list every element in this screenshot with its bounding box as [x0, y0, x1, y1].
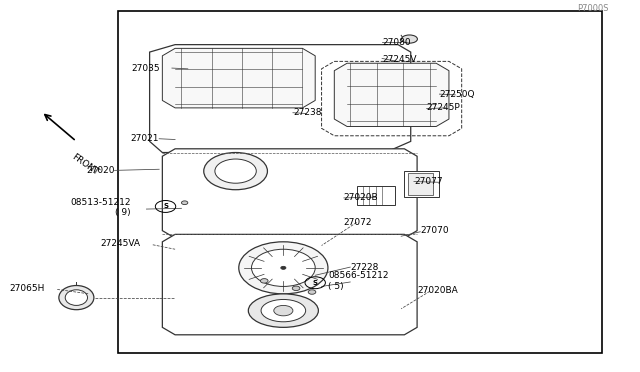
Text: 27250Q: 27250Q	[440, 90, 475, 99]
Polygon shape	[334, 63, 449, 126]
Ellipse shape	[260, 279, 268, 283]
Text: FRONT: FRONT	[70, 153, 100, 177]
Text: 27070: 27070	[420, 226, 449, 235]
Text: 27035: 27035	[132, 64, 161, 73]
Ellipse shape	[401, 35, 417, 43]
Ellipse shape	[59, 286, 94, 310]
Ellipse shape	[215, 159, 256, 183]
Ellipse shape	[308, 290, 316, 294]
Text: 27072: 27072	[344, 218, 372, 227]
Ellipse shape	[204, 153, 268, 190]
Text: 27077: 27077	[414, 177, 442, 186]
Bar	[404, 171, 440, 197]
Text: S: S	[163, 203, 168, 209]
Bar	[118, 11, 602, 353]
Ellipse shape	[182, 201, 188, 205]
Ellipse shape	[65, 290, 88, 305]
Polygon shape	[163, 48, 315, 108]
Ellipse shape	[292, 286, 300, 291]
Text: 27080: 27080	[382, 38, 411, 47]
Bar	[356, 186, 395, 205]
Text: 27228: 27228	[350, 263, 379, 272]
Ellipse shape	[239, 242, 328, 294]
Text: P7000S: P7000S	[577, 4, 608, 13]
Text: 27245P: 27245P	[427, 103, 460, 112]
Text: S: S	[313, 280, 317, 286]
Text: 27238: 27238	[293, 108, 321, 117]
Polygon shape	[150, 45, 411, 153]
Bar	[408, 173, 433, 195]
Polygon shape	[163, 234, 417, 335]
Text: 27020: 27020	[86, 166, 115, 175]
Polygon shape	[163, 149, 417, 238]
Ellipse shape	[261, 299, 306, 322]
Text: 27020BA: 27020BA	[417, 286, 458, 295]
Text: 27065H: 27065H	[9, 284, 45, 293]
Ellipse shape	[274, 305, 293, 316]
Text: 08566-51212
( 5): 08566-51212 ( 5)	[328, 271, 388, 291]
Text: 08513-51212
( 9): 08513-51212 ( 9)	[70, 198, 131, 217]
Text: 27245V: 27245V	[382, 55, 417, 64]
Ellipse shape	[281, 266, 286, 269]
Ellipse shape	[252, 249, 315, 286]
Text: 27245VA: 27245VA	[100, 239, 140, 248]
Text: 27020B: 27020B	[344, 193, 378, 202]
Ellipse shape	[248, 294, 318, 327]
Text: 27021: 27021	[131, 134, 159, 143]
